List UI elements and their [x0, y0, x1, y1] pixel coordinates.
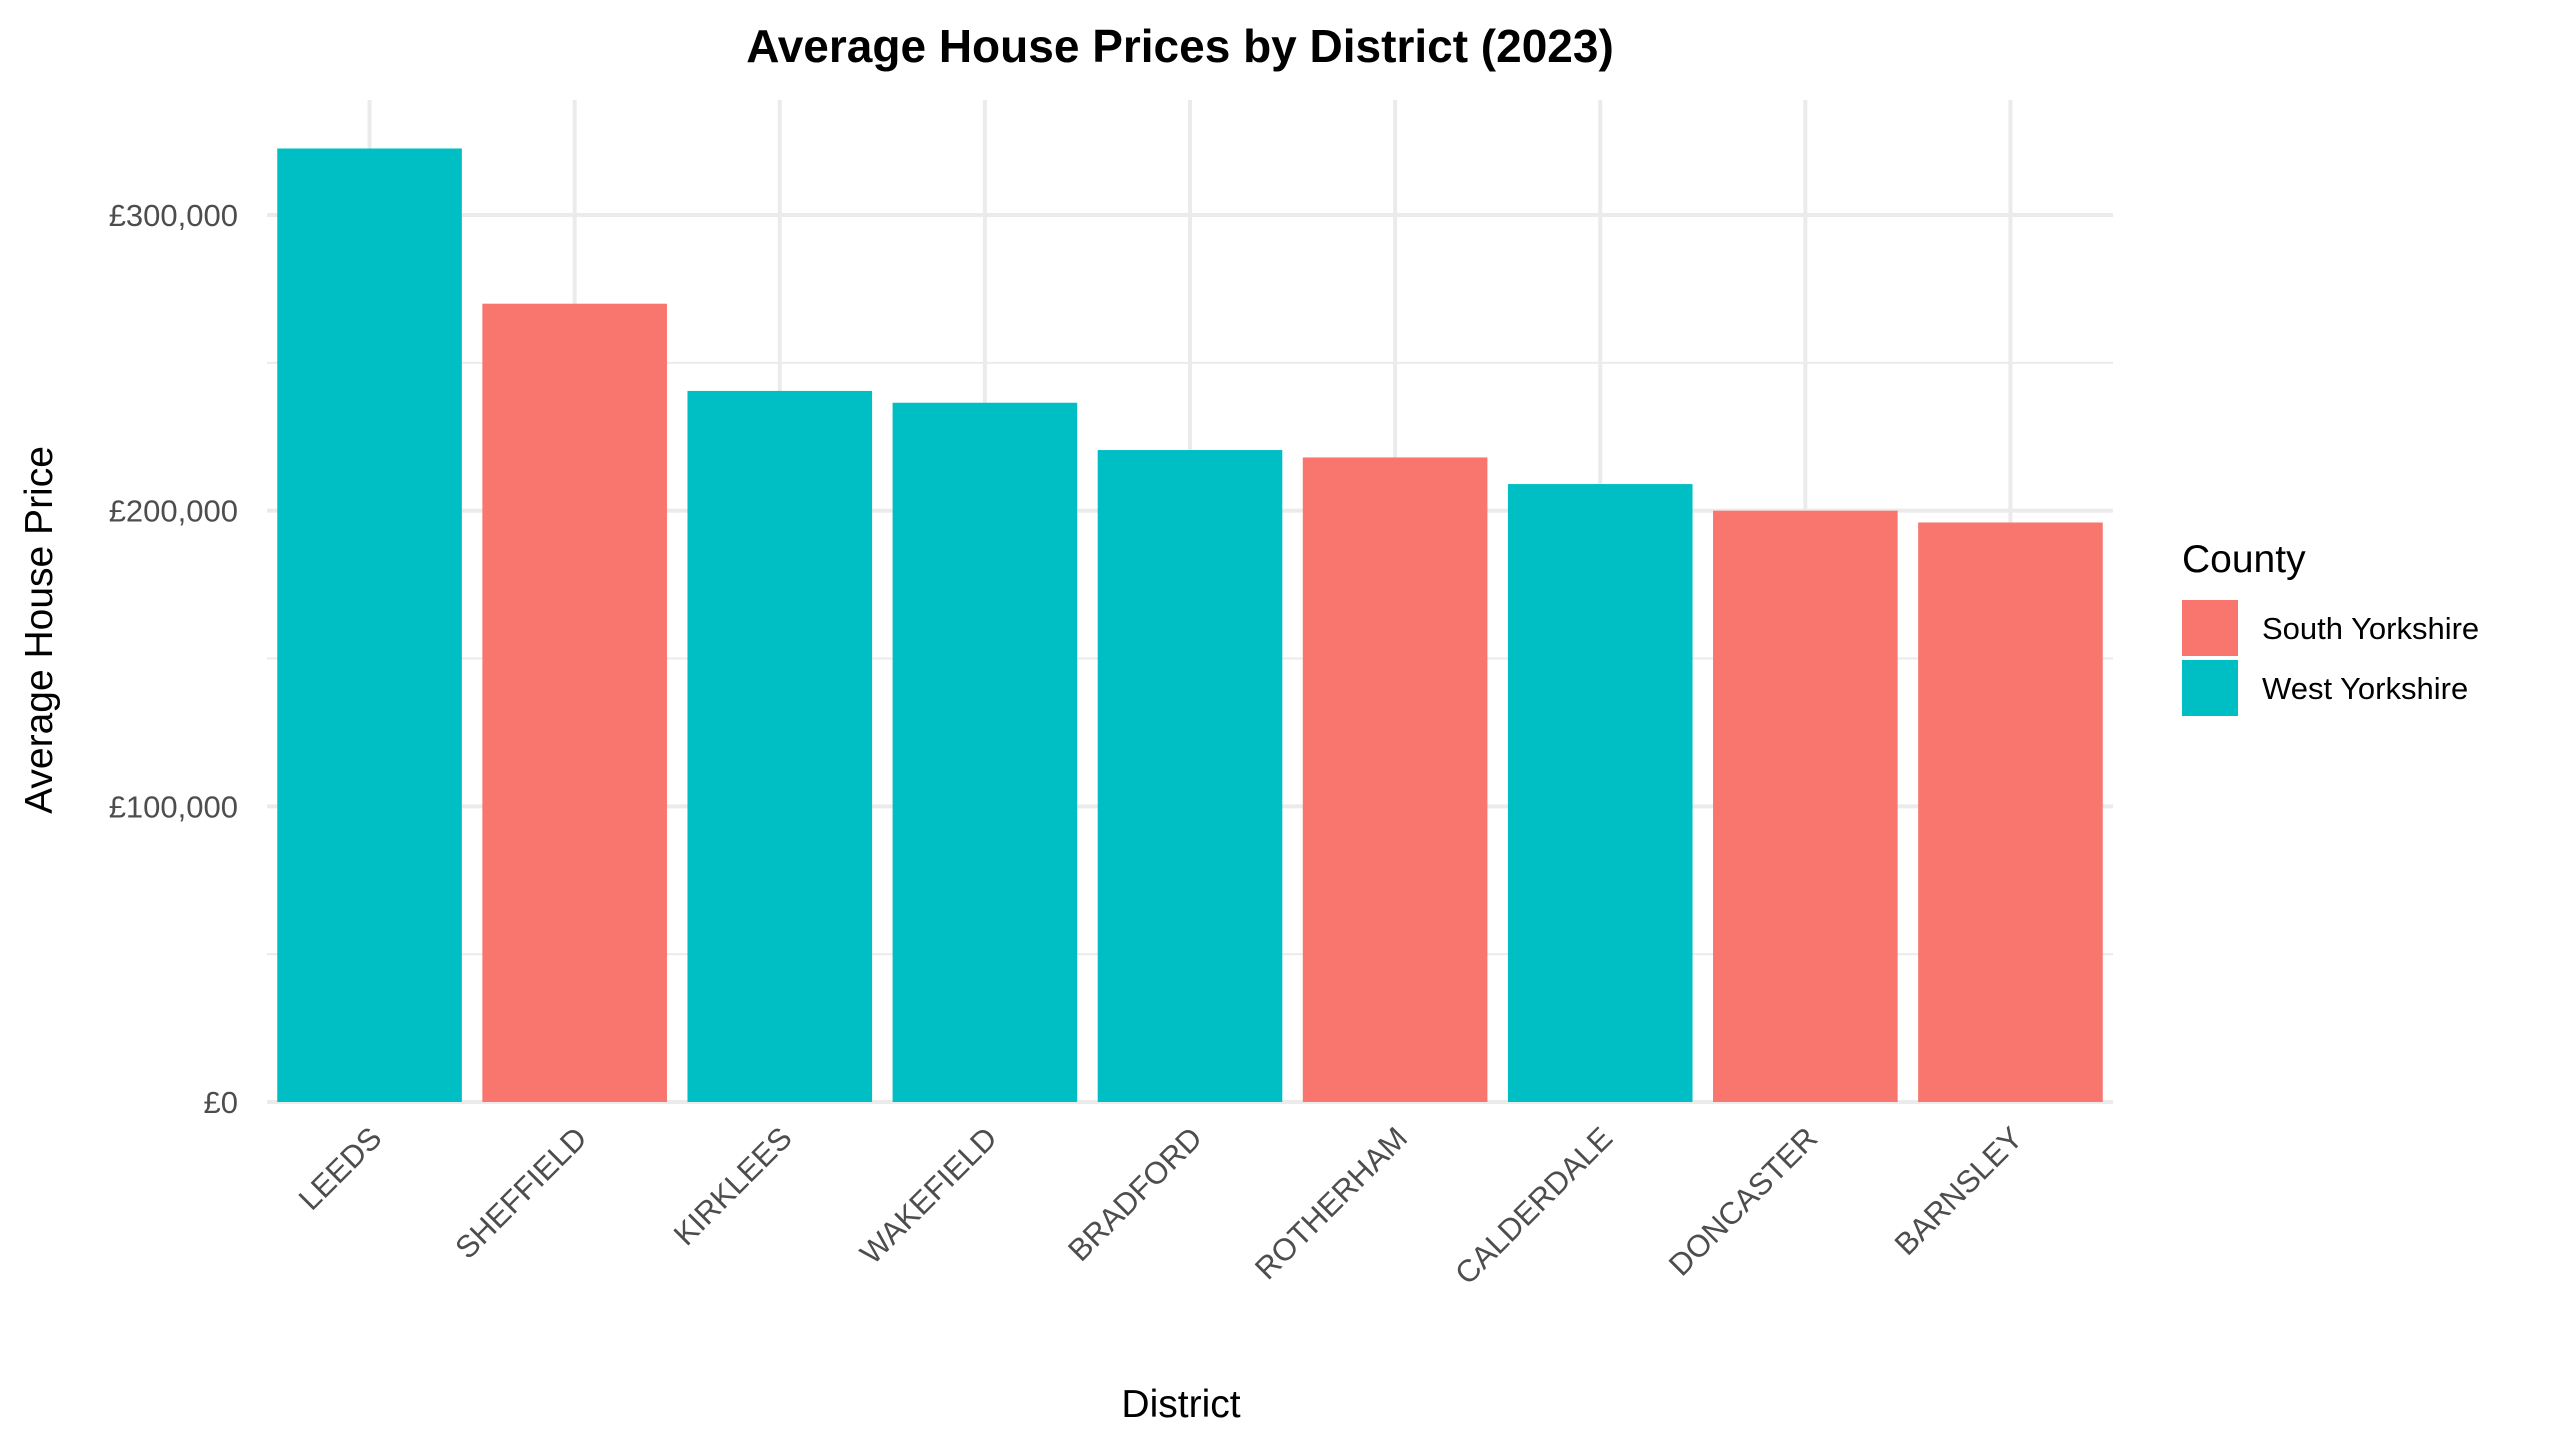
bar-doncaster [1713, 510, 1898, 1103]
bars [277, 148, 2103, 1103]
bar-leeds [277, 148, 462, 1103]
x-tick-label: DONCASTER [1662, 1120, 1824, 1282]
legend: County South Yorkshire West Yorkshire [2182, 538, 2479, 716]
y-tick-label: £100,000 [109, 789, 238, 824]
x-axis-title: District [1121, 1383, 1240, 1426]
bar-sheffield [482, 303, 667, 1102]
x-tick-label: KIRKLEES [667, 1120, 799, 1252]
y-tick-label: £200,000 [109, 494, 238, 529]
y-tick-label: £300,000 [109, 198, 238, 233]
legend-swatch [2182, 600, 2238, 656]
bar-calderdale [1507, 484, 1693, 1103]
x-tick-label: WAKEFIELD [853, 1120, 1004, 1271]
bar-wakefield [892, 402, 1078, 1103]
legend-items: South Yorkshire West Yorkshire [2182, 600, 2479, 716]
bar-barnsley [1918, 522, 2103, 1102]
legend-title: County [2182, 538, 2306, 581]
x-tick-label: ROTHERHAM [1248, 1120, 1414, 1286]
legend-swatch [2182, 660, 2238, 716]
bar-kirklees [687, 390, 873, 1103]
y-axis-title: Average House Price [18, 446, 61, 814]
bar-bradford [1097, 450, 1283, 1102]
x-tick-label: CALDERDALE [1448, 1120, 1619, 1291]
y-tick-label: £0 [204, 1085, 238, 1120]
chart-title: Average House Prices by District (2023) [746, 20, 1614, 72]
x-tick-label: SHEFFIELD [448, 1120, 593, 1265]
x-tick-label: LEEDS [292, 1120, 389, 1217]
legend-label: South Yorkshire [2262, 611, 2479, 646]
bar-rotherham [1302, 457, 1488, 1102]
x-tick-label: BRADFORD [1061, 1120, 1209, 1268]
x-tick-label: BARNSLEY [1888, 1120, 2030, 1262]
legend-label: West Yorkshire [2262, 671, 2468, 706]
